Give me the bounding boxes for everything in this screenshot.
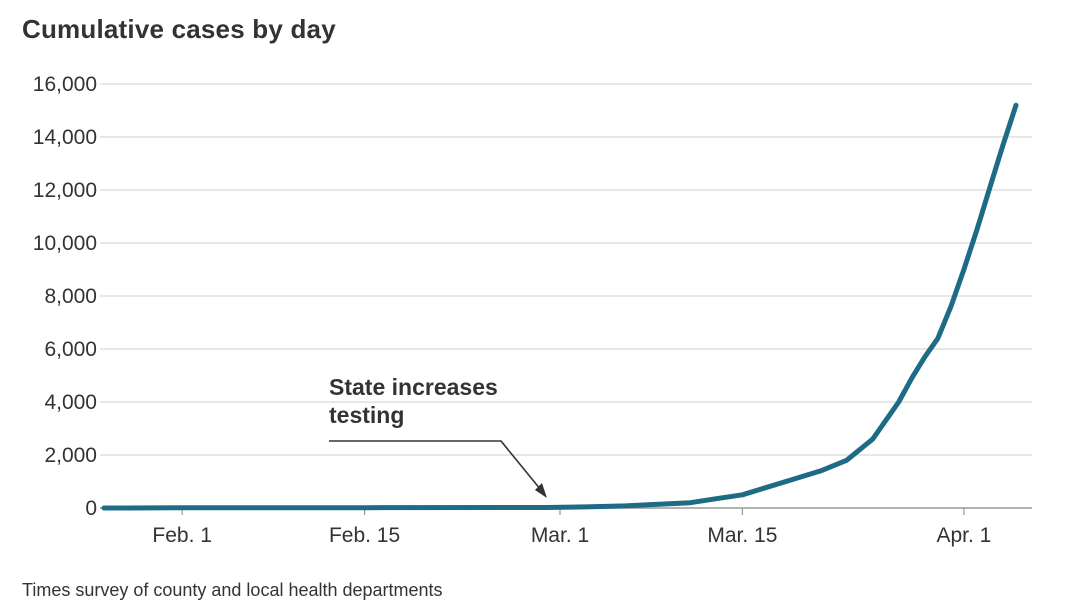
x-tick-label: Apr. 1 bbox=[936, 524, 991, 547]
x-tick-label: Feb. 1 bbox=[152, 524, 212, 547]
annotation-leader-line bbox=[329, 440, 542, 491]
series-line bbox=[101, 102, 1019, 511]
y-tick-label: 14,000 bbox=[33, 126, 97, 149]
annotation-label: testing bbox=[329, 402, 404, 428]
y-tick-label: 4,000 bbox=[44, 391, 97, 414]
y-tick-label: 2,000 bbox=[44, 444, 97, 467]
annotation-label: State increases bbox=[329, 374, 498, 400]
y-tick-label: 6,000 bbox=[44, 338, 97, 361]
gridlines bbox=[100, 83, 1032, 509]
y-tick-label: 12,000 bbox=[33, 179, 97, 202]
x-tick-label: Feb. 15 bbox=[329, 524, 400, 547]
y-tick-label: 8,000 bbox=[44, 285, 97, 308]
annotation-arrowhead bbox=[534, 483, 547, 498]
series-layer bbox=[101, 102, 1019, 511]
x-tick-label: Mar. 1 bbox=[531, 524, 589, 547]
source-note: Times survey of county and local health … bbox=[22, 580, 443, 600]
y-tick-label: 0 bbox=[85, 497, 97, 520]
y-tick-label: 16,000 bbox=[33, 73, 97, 96]
x-axis: Feb. 1 Feb. 15 Mar. 1 Mar. 15 Apr. 1 bbox=[152, 508, 991, 547]
x-tick-label: Mar. 15 bbox=[707, 524, 777, 547]
y-axis-ticks: 0 2,000 4,000 6,000 8,000 10,000 12,000 14,000 1… bbox=[33, 73, 97, 520]
chart-title: Cumulative cases by day bbox=[22, 14, 336, 44]
y-tick-label: 10,000 bbox=[33, 232, 97, 255]
